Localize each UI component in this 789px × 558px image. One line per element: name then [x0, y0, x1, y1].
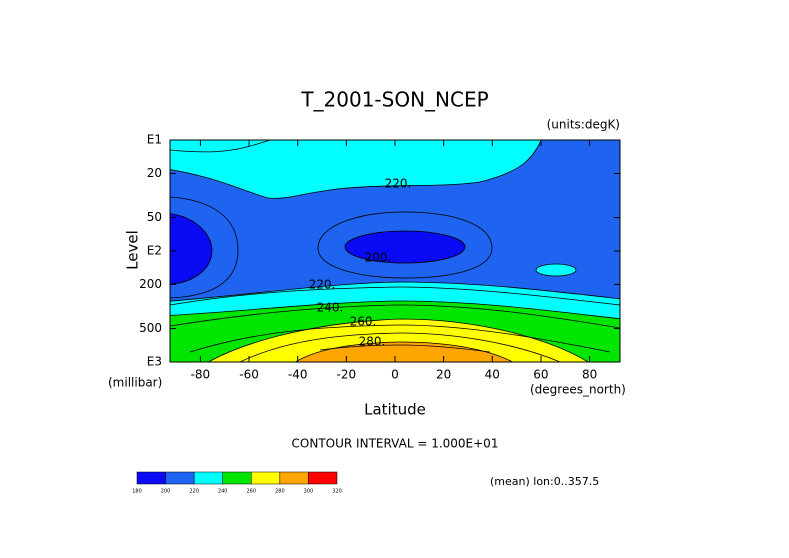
y-tick-label: 500 [139, 321, 162, 335]
y-units: (millibar) [108, 376, 162, 390]
x-tick-label: 0 [391, 368, 399, 382]
contour-line [170, 140, 271, 153]
contour-band [170, 213, 213, 285]
colorbar-label: 200 [161, 489, 171, 495]
contour-line [189, 324, 611, 353]
x-tick-label: -80 [191, 368, 211, 382]
x-tick-label: -60 [239, 368, 259, 382]
contour-label: 240. [317, 301, 344, 315]
y-tick-label: E1 [147, 133, 162, 147]
colorbar-label: 220 [189, 489, 199, 495]
x-tick-label: -40 [288, 368, 308, 382]
contour-label: 280. [359, 335, 386, 349]
contour-label: 220. [309, 278, 336, 292]
y-tick-label: 200 [139, 277, 162, 291]
x-tick-label: 20 [436, 368, 451, 382]
colorbar-label: 300 [304, 489, 314, 495]
y-tick-label: E3 [147, 355, 162, 369]
colorbar-box [193, 471, 223, 485]
contour-line [170, 286, 620, 306]
x-tick-label: 60 [533, 368, 548, 382]
contour-band [535, 263, 577, 277]
contour-interval: CONTOUR INTERVAL = 1.000E+01 [292, 437, 499, 451]
contour-line [317, 211, 493, 279]
colorbar-label: 240 [218, 489, 228, 495]
x-units: (degrees_north) [530, 383, 626, 397]
contour-band [207, 318, 589, 362]
footnote: (mean) lon:0..357.5 [490, 475, 599, 488]
colorbar-box [308, 471, 338, 485]
contour-label: 260. [350, 315, 377, 329]
colorbar-box [136, 471, 166, 485]
colorbar-box [251, 471, 281, 485]
contour-line [170, 304, 620, 329]
colorbar-label: 180 [132, 489, 142, 495]
colorbar-label: 280 [275, 489, 285, 495]
y-tick-label: 50 [147, 210, 162, 224]
x-tick-label: 80 [582, 368, 597, 382]
x-tick-label: 40 [485, 368, 500, 382]
contour-band [344, 230, 466, 264]
colorbar-box [222, 471, 252, 485]
colorbar-box [279, 471, 309, 485]
y-tick-label: 20 [147, 166, 162, 180]
contour-label: 200. [365, 251, 392, 265]
y-label: Level [124, 230, 142, 270]
colorbar-box [165, 471, 195, 485]
contour-line [319, 344, 491, 353]
contour-line [239, 332, 561, 362]
units: (units:degK) [547, 118, 620, 132]
contour-band [170, 140, 542, 199]
colorbar-label: 320 [332, 489, 342, 495]
contour-line [170, 196, 239, 299]
contour-label: 220. [385, 177, 412, 191]
chart-title: T_2001-SON_NCEP [300, 88, 488, 112]
x-tick-label: -20 [337, 368, 357, 382]
x-label: Latitude [364, 401, 426, 419]
y-tick-label: E2 [147, 244, 162, 258]
contour-fill [170, 140, 620, 362]
colorbar-label: 260 [247, 489, 257, 495]
